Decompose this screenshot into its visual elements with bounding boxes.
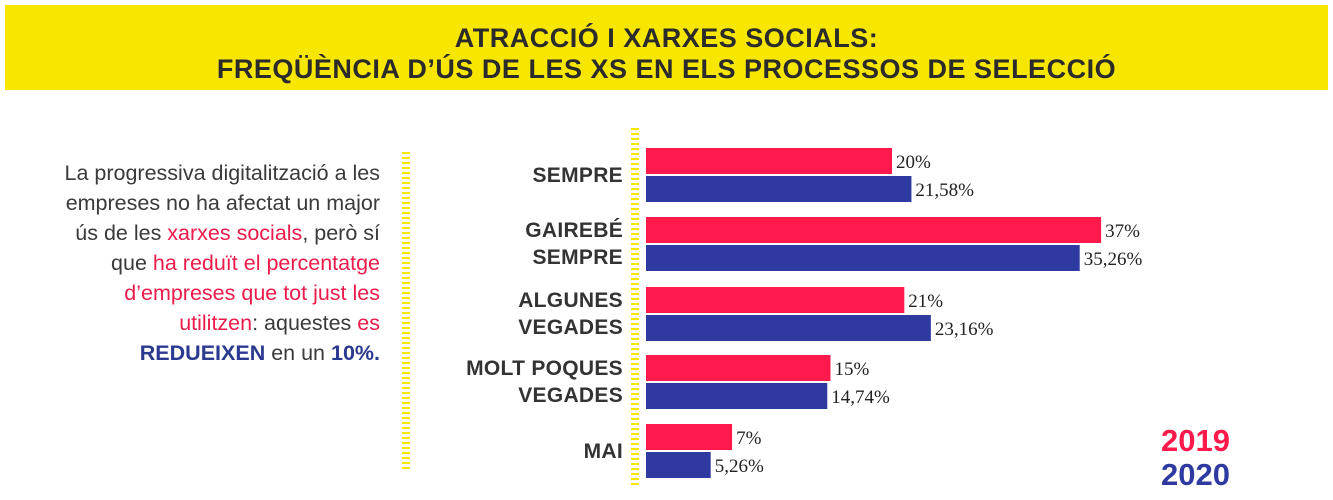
intro-text: La progressiva digitalització a les empr…	[60, 158, 381, 368]
intro-divider	[402, 152, 410, 470]
data-label-2020-4: 14,74%	[831, 387, 890, 408]
bar-2020-1	[646, 176, 912, 202]
category-label-line: SEMPRE	[532, 163, 623, 187]
category-label-5: MAI	[584, 438, 623, 465]
category-label-4: MOLT POQUES VEGADES	[466, 355, 623, 409]
intro-highlight: ha reduït el percentatge d’empreses que …	[124, 251, 380, 335]
category-label-3: ALGUNES VEGADES	[518, 287, 623, 341]
category-label-line: SEMPRE	[532, 246, 623, 269]
category-label-line: ALGUNES	[518, 289, 623, 312]
data-label-2020-2: 35,26%	[1084, 249, 1143, 270]
intro-segment: en un	[265, 341, 331, 365]
bar-2020-4	[646, 383, 828, 409]
intro-segment: : aquestes	[252, 311, 358, 335]
bar-2019-4	[646, 355, 831, 381]
bar-2019-1	[646, 148, 892, 174]
bar-2019-3	[646, 287, 905, 313]
intro-segment: La progressiva digitalització a les empr…	[64, 161, 381, 245]
category-label-line: GAIREBÉ	[525, 219, 623, 242]
legend-2020: 2020	[1161, 457, 1230, 492]
intro-highlight: es	[357, 311, 380, 335]
data-label-2019-5: 7%	[736, 428, 762, 449]
category-label-1: SEMPRE	[533, 162, 624, 189]
data-label-2019-1: 20%	[896, 152, 931, 173]
bar-2020-5	[646, 452, 711, 478]
intro-segment: , però sí que	[111, 221, 380, 275]
bar-2019-2	[646, 217, 1102, 243]
data-label-2020-5: 5,26%	[715, 456, 764, 477]
data-label-2020-3: 23,16%	[935, 319, 994, 340]
data-label-2019-4: 15%	[835, 359, 870, 380]
data-label-2020-1: 21,58%	[915, 180, 974, 201]
intro-emphasis: REDUEIXEN	[139, 341, 266, 365]
bar-2020-2	[646, 245, 1080, 271]
category-label-line: VEGADES	[518, 384, 623, 407]
category-label-line: MAI	[583, 439, 623, 463]
intro-percentage: 10%.	[330, 341, 380, 365]
intro-highlight: xarxes socials	[167, 221, 303, 245]
legend-2019: 2019	[1161, 423, 1230, 458]
data-label-2019-3: 21%	[908, 291, 943, 312]
chart-title-line1: ATRACCIÓ I XARXES SOCIALS:	[454, 23, 879, 53]
category-label-2: GAIREBÉ SEMPRE	[525, 217, 623, 271]
category-label-line: VEGADES	[518, 316, 623, 339]
category-label-line: MOLT POQUES	[466, 357, 623, 380]
bar-2019-5	[646, 424, 733, 450]
title-banner: ATRACCIÓ I XARXES SOCIALS: FREQÜÈNCIA D’…	[5, 5, 1328, 90]
chart-title-line2: FREQÜÈNCIA D’ÚS DE LES XS EN ELS PROCESS…	[216, 54, 1117, 84]
data-label-2019-2: 37%	[1105, 221, 1140, 242]
bar-2020-3	[646, 315, 931, 341]
chart-axis	[631, 128, 639, 485]
